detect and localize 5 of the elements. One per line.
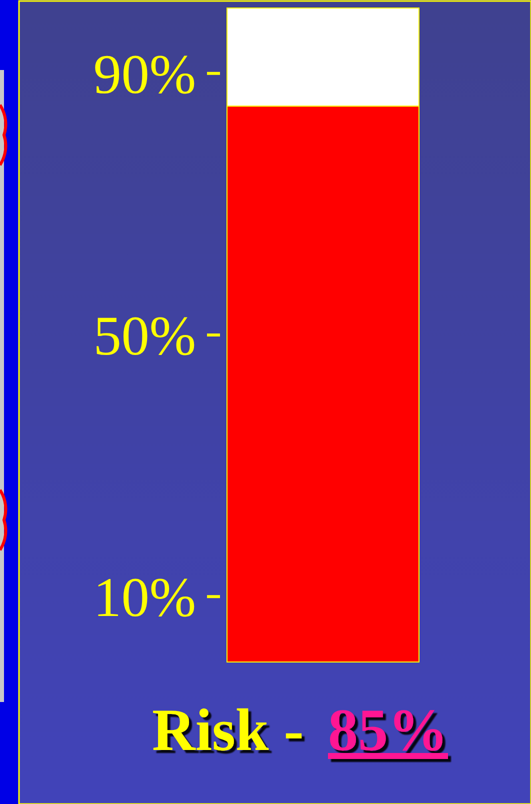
text: Risk - [152, 697, 304, 763]
y-tick-label: 50% [93, 306, 196, 368]
y-tick-label: 90% [93, 44, 196, 106]
data-label: 85% [328, 697, 448, 763]
y-tick-label: 10% [93, 567, 196, 630]
